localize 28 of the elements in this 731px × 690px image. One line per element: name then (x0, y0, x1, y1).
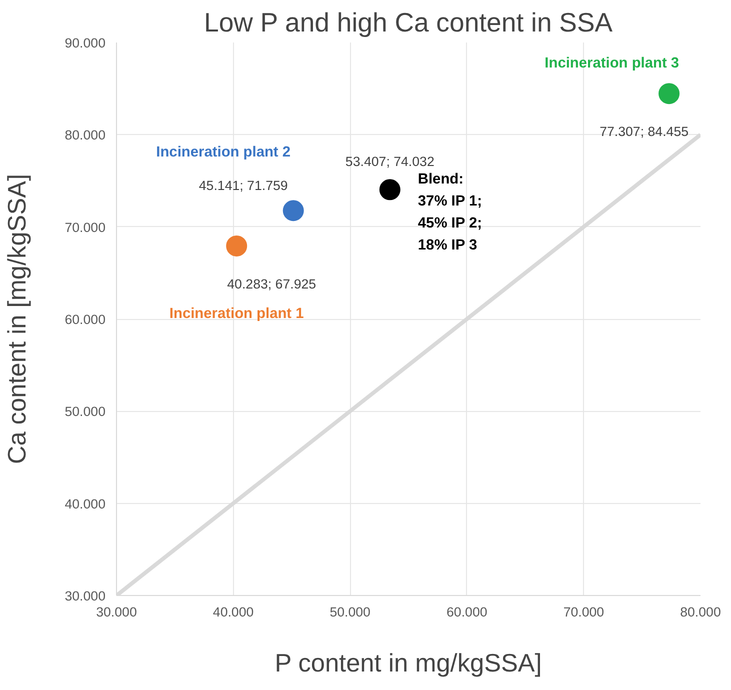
y-tick-label: 60.000 (64, 312, 106, 327)
point (379, 179, 400, 200)
chart-title: Low P and high Ca content in SSA (204, 8, 613, 38)
x-tick-label: 30.000 (96, 604, 137, 620)
x-tick-label: 80.000 (680, 604, 721, 620)
x-tick-label: 70.000 (563, 604, 604, 620)
data-label: 40.283; 67.925 (227, 276, 316, 292)
point (226, 235, 248, 256)
y-tick-label: 80.000 (64, 128, 106, 143)
text: Incineration plant 2 (156, 144, 291, 161)
series-label: Incineration plant 3 (544, 56, 680, 72)
point (658, 83, 680, 104)
y-axis-title: Ca content in [mg/kgSSA] (4, 174, 32, 464)
y-tick-label: 70.000 (64, 220, 106, 235)
y-tick-label: 50.000 (64, 404, 106, 420)
data-label: 45.141; 71.759 (198, 178, 288, 194)
text: Incineration plant 1 (169, 306, 304, 322)
y-tick-label: 90.000 (64, 36, 106, 50)
x-tick-label: 60.000 (446, 604, 488, 620)
x-axis-title: P content in mg/kgSSA] (274, 650, 542, 678)
data-label: 53.407; 74.032 (345, 154, 434, 170)
y-tick-label: 40.000 (64, 496, 106, 512)
y-tick-label: 30.000 (64, 588, 106, 604)
x-tick-label: 40.000 (212, 604, 254, 620)
point (282, 200, 304, 222)
x-tick-label: 50.000 (330, 604, 370, 620)
series-label: Blend: 37% IP 1; 45% IP 2; 18% IP 3 (418, 172, 482, 254)
data-label: 77.307; 84.455 (600, 124, 689, 140)
